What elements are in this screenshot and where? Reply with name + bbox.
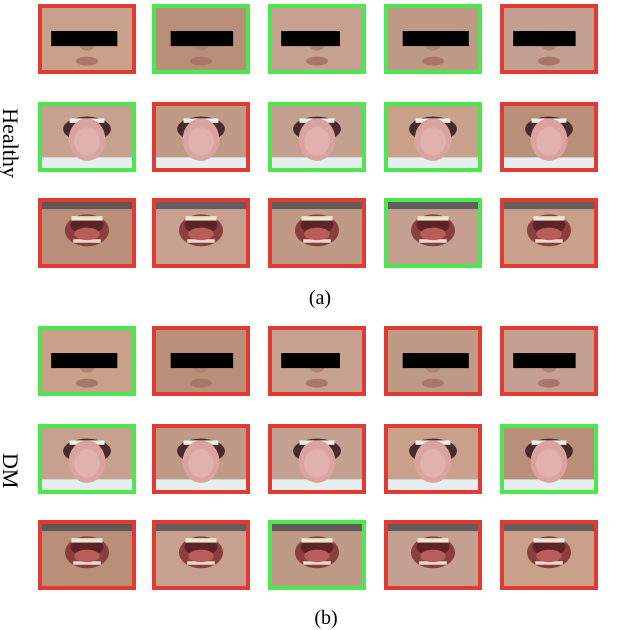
tongue-photo-dm-3 bbox=[268, 424, 366, 494]
tongue-photo-dm-2 bbox=[152, 424, 250, 494]
face-image bbox=[504, 8, 594, 70]
face-photo-dm-2 bbox=[152, 326, 250, 396]
face-image bbox=[156, 330, 246, 392]
tongue-photo-healthy-4 bbox=[384, 102, 482, 172]
tongue-photo-healthy-3 bbox=[268, 102, 366, 172]
tongue-photo-dm-4 bbox=[384, 424, 482, 494]
tongue-image bbox=[42, 106, 132, 168]
tongue-image bbox=[272, 428, 362, 490]
tongue-image bbox=[272, 106, 362, 168]
tongue-image bbox=[504, 106, 594, 168]
mouth-photo-healthy-3 bbox=[268, 198, 366, 268]
mouth-image bbox=[504, 202, 594, 264]
tongue-photo-dm-1 bbox=[38, 424, 136, 494]
mouth-image bbox=[156, 524, 246, 586]
tongue-photo-healthy-1 bbox=[38, 102, 136, 172]
tongue-image bbox=[504, 428, 594, 490]
tongue-image bbox=[156, 428, 246, 490]
mouth-photo-dm-2 bbox=[152, 520, 250, 590]
face-photo-healthy-1 bbox=[38, 4, 136, 74]
mouth-image bbox=[388, 524, 478, 586]
face-image bbox=[504, 330, 594, 392]
tongue-image bbox=[388, 428, 478, 490]
tongue-photo-healthy-5 bbox=[500, 102, 598, 172]
face-image bbox=[272, 330, 362, 392]
face-photo-dm-5 bbox=[500, 326, 598, 396]
mouth-photo-dm-5 bbox=[500, 520, 598, 590]
panel-healthy: Healthy (a) bbox=[0, 0, 618, 310]
mouth-photo-dm-1 bbox=[38, 520, 136, 590]
mouth-image bbox=[272, 524, 362, 586]
face-image bbox=[156, 8, 246, 70]
mouth-image bbox=[504, 524, 594, 586]
panel-caption-a: (a) bbox=[308, 287, 332, 309]
mouth-image bbox=[156, 202, 246, 264]
mouth-photo-dm-4 bbox=[384, 520, 482, 590]
panel-caption-b: (b) bbox=[314, 607, 338, 629]
mouth-photo-healthy-5 bbox=[500, 198, 598, 268]
face-image bbox=[272, 8, 362, 70]
tongue-image bbox=[156, 106, 246, 168]
mouth-photo-healthy-1 bbox=[38, 198, 136, 268]
face-photo-dm-3 bbox=[268, 326, 366, 396]
tongue-photo-dm-5 bbox=[500, 424, 598, 494]
mouth-photo-healthy-2 bbox=[152, 198, 250, 268]
mouth-image bbox=[42, 524, 132, 586]
face-image bbox=[388, 8, 478, 70]
face-photo-healthy-3 bbox=[268, 4, 366, 74]
face-photo-healthy-5 bbox=[500, 4, 598, 74]
face-image bbox=[42, 330, 132, 392]
mouth-photo-healthy-4 bbox=[384, 198, 482, 268]
face-image bbox=[388, 330, 478, 392]
tongue-image bbox=[388, 106, 478, 168]
mouth-image bbox=[388, 202, 478, 264]
face-photo-dm-1 bbox=[38, 326, 136, 396]
face-image bbox=[42, 8, 132, 70]
tongue-image bbox=[42, 428, 132, 490]
tongue-photo-healthy-2 bbox=[152, 102, 250, 172]
mouth-photo-dm-3 bbox=[268, 520, 366, 590]
face-photo-dm-4 bbox=[384, 326, 482, 396]
mouth-image bbox=[272, 202, 362, 264]
face-photo-healthy-2 bbox=[152, 4, 250, 74]
mouth-image bbox=[42, 202, 132, 264]
panel-label-dm: DM bbox=[0, 453, 23, 489]
face-photo-healthy-4 bbox=[384, 4, 482, 74]
